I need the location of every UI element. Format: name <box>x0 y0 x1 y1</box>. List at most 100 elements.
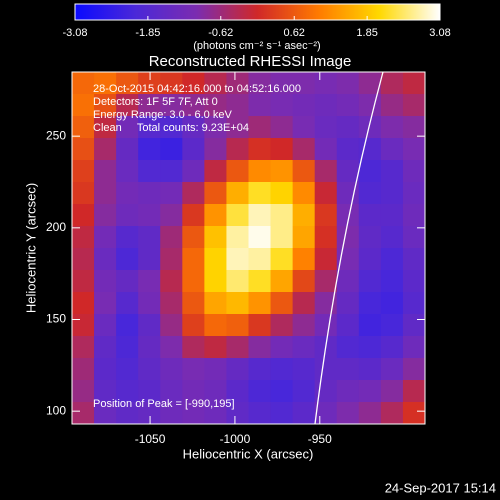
heatmap-cell <box>204 270 227 293</box>
heatmap-cell <box>314 270 338 293</box>
heatmap-cell <box>358 182 382 205</box>
heatmap-cell <box>292 402 316 425</box>
heatmap-cell <box>358 270 382 293</box>
heatmap-cell <box>314 314 338 337</box>
heatmap <box>72 72 426 425</box>
heatmap-cell <box>292 226 316 249</box>
heatmap-cell <box>116 292 139 315</box>
heatmap-cell <box>292 314 316 337</box>
heatmap-cell <box>116 380 139 403</box>
heatmap-cell <box>226 226 249 249</box>
heatmap-cell <box>248 292 271 315</box>
heatmap-cell <box>72 270 95 293</box>
heatmap-cell <box>226 402 249 425</box>
heatmap-cell <box>270 160 294 183</box>
heatmap-cell <box>138 182 161 205</box>
heatmap-cell <box>138 72 161 95</box>
heatmap-cell <box>182 182 205 205</box>
heatmap-cell <box>402 358 426 381</box>
heatmap-cell <box>380 270 404 293</box>
heatmap-cell <box>292 72 316 95</box>
heatmap-cell <box>336 160 360 183</box>
heatmap-cell <box>358 358 382 381</box>
heatmap-cell <box>314 248 338 271</box>
heatmap-cell <box>182 226 205 249</box>
annotation: Detectors: 1F 5F 7F, Att 0 <box>93 96 218 108</box>
heatmap-cell <box>226 248 249 271</box>
heatmap-cell <box>248 358 271 381</box>
heatmap-cell <box>380 358 404 381</box>
heatmap-cell <box>94 336 117 359</box>
heatmap-cell <box>314 358 338 381</box>
heatmap-cell <box>380 72 404 95</box>
heatmap-cell <box>138 116 161 139</box>
heatmap-cell <box>314 116 338 139</box>
heatmap-cell <box>336 182 360 205</box>
heatmap-cell <box>248 402 271 425</box>
heatmap-cell <box>358 314 382 337</box>
heatmap-cell <box>358 160 382 183</box>
heatmap-cell <box>138 248 161 271</box>
heatmap-cell <box>160 314 183 337</box>
heatmap-cell <box>336 72 360 95</box>
heatmap-cell <box>248 270 271 293</box>
heatmap-cell <box>72 358 95 381</box>
heatmap-cell <box>116 116 139 139</box>
heatmap-cell <box>94 138 117 161</box>
heatmap-cell <box>270 336 294 359</box>
heatmap-cell <box>336 270 360 293</box>
heatmap-cell <box>402 270 426 293</box>
heatmap-cell <box>292 204 316 227</box>
heatmap-cell <box>94 270 117 293</box>
heatmap-cell <box>116 94 139 117</box>
heatmap-cell <box>358 204 382 227</box>
heatmap-cell <box>94 204 117 227</box>
heatmap-cell <box>182 138 205 161</box>
heatmap-cell <box>270 402 294 425</box>
heatmap-cell <box>270 358 294 381</box>
heatmap-cell <box>138 314 161 337</box>
heatmap-cell <box>226 292 249 315</box>
heatmap-cell <box>204 160 227 183</box>
heatmap-cell <box>72 116 95 139</box>
heatmap-cell <box>116 182 139 205</box>
heatmap-cell <box>336 138 360 161</box>
heatmap-cell <box>402 226 426 249</box>
heatmap-cell <box>160 336 183 359</box>
heatmap-cell <box>94 248 117 271</box>
heatmap-cell <box>72 248 95 271</box>
heatmap-cell <box>270 72 294 95</box>
heatmap-cell <box>270 138 294 161</box>
colorbar-tick-label: -3.08 <box>62 27 87 39</box>
heatmap-cell <box>204 248 227 271</box>
heatmap-cell <box>402 292 426 315</box>
heatmap-cell <box>270 248 294 271</box>
heatmap-cell <box>72 380 95 403</box>
heatmap-cell <box>94 182 117 205</box>
solar-limb <box>314 72 384 424</box>
heatmap-cell <box>116 72 139 95</box>
axes: -1050 -1000 -950 100 150 200 250 <box>46 72 425 446</box>
heatmap-cell <box>402 116 426 139</box>
heatmap-cell <box>182 94 205 117</box>
heatmap-cell <box>204 116 227 139</box>
heatmap-cell <box>160 292 183 315</box>
heatmap-cell <box>182 270 205 293</box>
heatmap-cell <box>204 358 227 381</box>
heatmap-cell <box>248 116 271 139</box>
heatmap-cell <box>138 204 161 227</box>
annotation: Clean Total counts: 9.23E+04 <box>93 122 249 134</box>
x-tick-label: -950 <box>308 432 332 446</box>
annotation: 28-Oct-2015 04:42:16.000 to 04:52:16.000 <box>93 83 301 95</box>
heatmap-cell <box>72 72 95 95</box>
heatmap-cell <box>160 226 183 249</box>
heatmap-cell <box>160 182 183 205</box>
heatmap-cell <box>314 160 338 183</box>
heatmap-cell <box>94 72 117 95</box>
heatmap-cell <box>226 116 249 139</box>
heatmap-cell <box>226 160 249 183</box>
heatmap-cell <box>72 336 95 359</box>
y-tick-label: 100 <box>46 403 66 417</box>
heatmap-cell <box>314 402 338 425</box>
y-tick-label: 150 <box>46 312 66 326</box>
